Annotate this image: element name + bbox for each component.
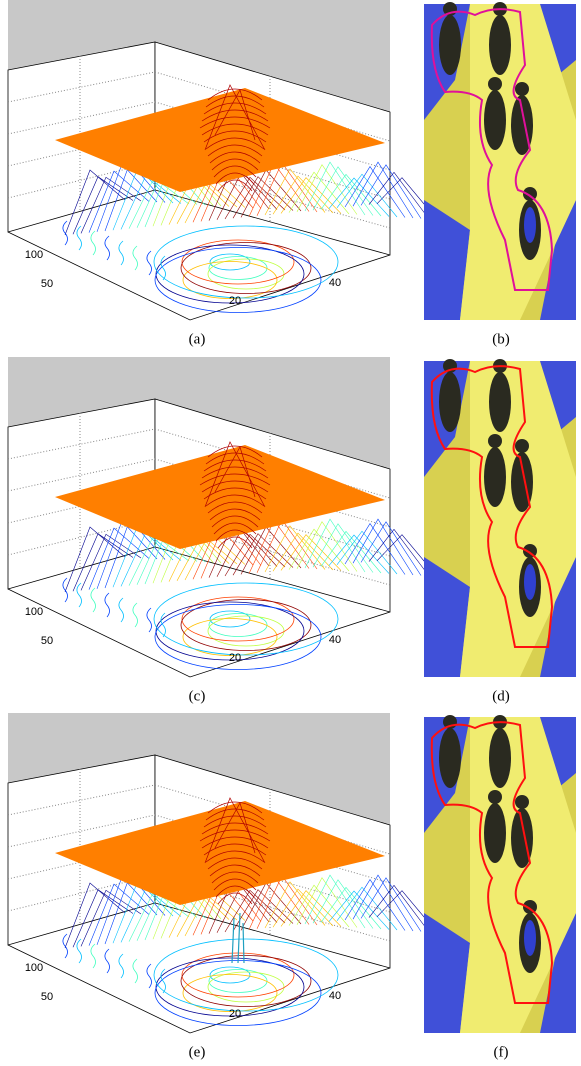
surface-plot: 100 50 40 20 bbox=[8, 357, 437, 677]
surface-plot: 100 50 40 20 bbox=[8, 713, 437, 1033]
contour bbox=[77, 583, 82, 607]
contour bbox=[181, 600, 311, 651]
video-frame bbox=[424, 715, 576, 1033]
y-tick-label: 100 bbox=[25, 962, 43, 974]
person bbox=[439, 372, 461, 432]
person-shirt bbox=[524, 564, 536, 600]
caption: (f) bbox=[494, 1044, 509, 1060]
y-tick-label: 50 bbox=[41, 991, 53, 1003]
contour bbox=[91, 588, 96, 612]
contour bbox=[147, 964, 152, 988]
x-tick-label: 40 bbox=[329, 990, 341, 1002]
video-frame bbox=[424, 2, 576, 320]
person-shirt bbox=[524, 207, 536, 243]
panel-row: 100 50 40 20 (c) (d) bbox=[8, 357, 576, 704]
person-head bbox=[488, 790, 502, 804]
y-tick-label: 50 bbox=[41, 635, 53, 647]
y-tick-label: 100 bbox=[25, 606, 43, 618]
contour bbox=[77, 226, 82, 250]
contour bbox=[77, 939, 82, 963]
contour bbox=[119, 598, 124, 622]
contour bbox=[63, 578, 68, 602]
person bbox=[484, 803, 506, 863]
x-tick-label: 40 bbox=[329, 634, 341, 646]
contour bbox=[119, 954, 124, 978]
person bbox=[489, 15, 511, 75]
contour bbox=[133, 246, 138, 270]
person bbox=[439, 728, 461, 788]
x-tick-label: 20 bbox=[229, 1008, 241, 1020]
caption: (e) bbox=[189, 1044, 206, 1060]
video-frame bbox=[424, 359, 576, 677]
contour bbox=[147, 608, 152, 632]
contour bbox=[208, 972, 284, 1002]
person-head bbox=[488, 77, 502, 91]
contour bbox=[181, 243, 311, 294]
person bbox=[484, 90, 506, 150]
person-head bbox=[488, 434, 502, 448]
contour bbox=[105, 236, 110, 260]
person bbox=[439, 15, 461, 75]
contour bbox=[105, 593, 110, 617]
contour bbox=[208, 616, 284, 646]
caption: (b) bbox=[492, 331, 510, 347]
contour bbox=[63, 934, 68, 958]
person bbox=[489, 728, 511, 788]
contour bbox=[63, 221, 68, 245]
x-tick-label: 20 bbox=[229, 295, 241, 307]
x-tick-label: 40 bbox=[329, 277, 341, 289]
contour bbox=[91, 231, 96, 255]
contour bbox=[133, 603, 138, 627]
contour bbox=[119, 241, 124, 265]
caption: (c) bbox=[189, 688, 206, 704]
y-tick-label: 50 bbox=[41, 278, 53, 290]
surface-plot: 100 50 40 20 bbox=[8, 0, 437, 320]
person-head bbox=[515, 82, 529, 96]
contour bbox=[181, 956, 311, 1007]
person-shirt bbox=[524, 920, 536, 956]
page: {"figure": {"rows": [ {"left": {"caption… bbox=[0, 0, 581, 1066]
contour bbox=[147, 251, 152, 275]
caption: (a) bbox=[189, 331, 206, 347]
person bbox=[484, 447, 506, 507]
caption: (d) bbox=[492, 688, 510, 704]
panel-row: 100 50 40 20 (e) (f) bbox=[8, 713, 576, 1060]
contour bbox=[208, 259, 284, 289]
person bbox=[489, 372, 511, 432]
person-head bbox=[515, 795, 529, 809]
contour bbox=[133, 959, 138, 983]
figure: 100 50 40 20 (a) (b) 100 50 40 20 (c) (d) 100 50 40 20 (… bbox=[0, 0, 581, 1066]
contour bbox=[105, 949, 110, 973]
person-head bbox=[515, 439, 529, 453]
contour bbox=[91, 944, 96, 968]
x-tick-label: 20 bbox=[229, 652, 241, 664]
y-tick-label: 100 bbox=[25, 249, 43, 261]
panel-row: 100 50 40 20 (a) (b) bbox=[8, 0, 576, 347]
